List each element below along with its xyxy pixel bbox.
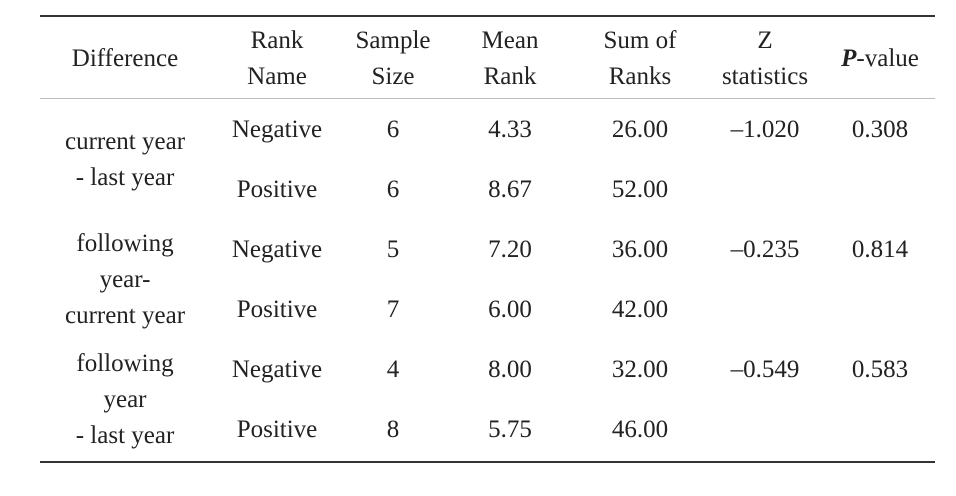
difference-text: year- — [99, 266, 151, 293]
header-text: Rank — [483, 63, 537, 90]
cell-text: Positive — [236, 416, 318, 443]
header-cell: P -value — [815, 20, 945, 98]
cell-text: 52.00 — [611, 176, 669, 203]
body-cell: 6 — [328, 160, 458, 220]
cell-text: 8.67 — [488, 176, 532, 203]
cell-text: 42.00 — [611, 296, 669, 323]
difference-cell: following year-current year — [60, 220, 190, 340]
header-cell: Mean Rank — [445, 20, 575, 98]
difference-text: current year — [64, 128, 186, 155]
body-cell: 36.00 — [575, 220, 705, 280]
body-cell: Positive — [212, 160, 342, 220]
cell-text: 7 — [386, 296, 400, 323]
header-text: Mean — [481, 27, 539, 54]
cell-text: 4.33 — [488, 116, 532, 143]
cell-text: 36.00 — [611, 236, 669, 263]
body-cell: 42.00 — [575, 280, 705, 340]
cell-text: 6.00 — [488, 296, 532, 323]
body-cell: Negative — [212, 220, 342, 280]
cell-text: 7.20 — [488, 236, 532, 263]
p-value: 0.308 — [851, 116, 909, 143]
z-value: –0.235 — [730, 236, 800, 263]
header-text: Rank — [250, 27, 304, 54]
p-value: 0.583 — [851, 356, 909, 383]
bottom-rule — [40, 461, 935, 463]
cell-text: Positive — [236, 176, 318, 203]
header-text: P — [841, 45, 857, 72]
body-cell: Negative — [212, 100, 342, 160]
cell-text: 26.00 — [611, 116, 669, 143]
cell-text: 32.00 — [611, 356, 669, 383]
header-text: Name — [247, 63, 307, 90]
body-cell: 5 — [328, 220, 458, 280]
body-cell: Negative — [212, 340, 342, 400]
header-cell: Difference — [60, 20, 190, 98]
body-cell: 32.00 — [575, 340, 705, 400]
cell-text: 8.00 — [488, 356, 532, 383]
body-cell: 8.67 — [445, 160, 575, 220]
cell-text: 5 — [386, 236, 400, 263]
difference-text: year — [103, 386, 147, 413]
header-cell: Rank Name — [212, 20, 342, 98]
cell-text: 8 — [386, 416, 400, 443]
cell-text: 4 — [386, 356, 400, 383]
z-cell: –1.020 — [700, 100, 830, 160]
body-cell: 52.00 — [575, 160, 705, 220]
difference-cell: current year - last year — [60, 100, 190, 220]
header-rule — [40, 98, 935, 99]
top-rule — [40, 15, 935, 17]
p-cell: 0.308 — [815, 100, 945, 160]
body-cell: 7.20 — [445, 220, 575, 280]
p-cell: 0.583 — [815, 340, 945, 400]
body-cell: 8.00 — [445, 340, 575, 400]
cell-text: Negative — [231, 116, 323, 143]
difference-text: following — [76, 350, 174, 377]
difference-text: current year — [64, 302, 186, 329]
body-cell: 8 — [328, 400, 458, 460]
z-value: –1.020 — [730, 116, 800, 143]
cell-text: Negative — [231, 236, 323, 263]
body-cell: Positive — [212, 280, 342, 340]
header-text: Difference — [71, 45, 179, 72]
cell-text: 6 — [386, 116, 400, 143]
difference-text: - last year — [75, 164, 175, 191]
header-text: Size — [371, 63, 415, 90]
header-cell: Sample Size — [328, 20, 458, 98]
difference-text: - last year — [75, 422, 175, 449]
difference-text: following — [76, 230, 174, 257]
body-cell: 4 — [328, 340, 458, 400]
body-cell: 7 — [328, 280, 458, 340]
body-cell: 46.00 — [575, 400, 705, 460]
body-cell: Positive — [212, 400, 342, 460]
header-text: Sum of — [603, 27, 677, 54]
body-cell: 26.00 — [575, 100, 705, 160]
cell-text: 46.00 — [611, 416, 669, 443]
cell-text: Positive — [236, 296, 318, 323]
header-text: Sample — [355, 27, 431, 54]
body-cell: 6.00 — [445, 280, 575, 340]
body-cell: 5.75 — [445, 400, 575, 460]
cell-text: 5.75 — [488, 416, 532, 443]
z-value: –0.549 — [730, 356, 800, 383]
body-cell: 4.33 — [445, 100, 575, 160]
header-text: -value — [856, 45, 919, 72]
header-text: Z — [757, 27, 773, 54]
cell-text: 6 — [386, 176, 400, 203]
z-cell: –0.235 — [700, 220, 830, 280]
p-value: 0.814 — [851, 236, 909, 263]
difference-cell: following year - last year — [60, 340, 190, 460]
cell-text: Negative — [231, 356, 323, 383]
header-text: Ranks — [608, 63, 672, 90]
header-text: statistics — [721, 63, 809, 90]
z-cell: –0.549 — [700, 340, 830, 400]
body-cell: 6 — [328, 100, 458, 160]
p-cell: 0.814 — [815, 220, 945, 280]
header-cell: Sum of Ranks — [575, 20, 705, 98]
